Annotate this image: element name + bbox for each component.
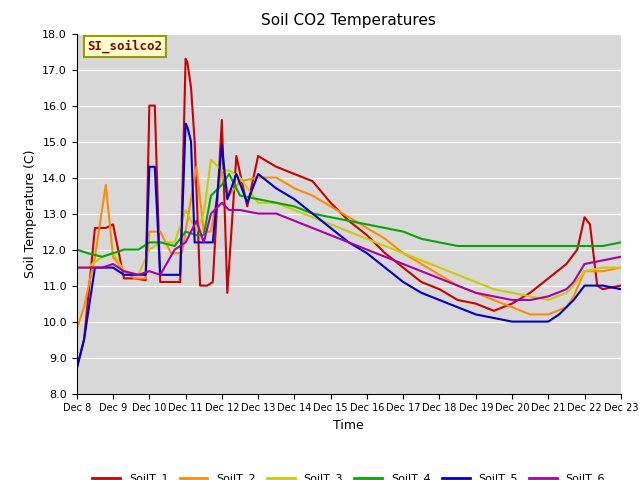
Y-axis label: Soil Temperature (C): Soil Temperature (C) xyxy=(24,149,36,278)
X-axis label: Time: Time xyxy=(333,419,364,432)
Text: SI_soilco2: SI_soilco2 xyxy=(88,40,163,53)
Title: Soil CO2 Temperatures: Soil CO2 Temperatures xyxy=(261,13,436,28)
Legend: SoilT_1, SoilT_2, SoilT_3, SoilT_4, SoilT_5, SoilT_6: SoilT_1, SoilT_2, SoilT_3, SoilT_4, Soil… xyxy=(88,469,610,480)
